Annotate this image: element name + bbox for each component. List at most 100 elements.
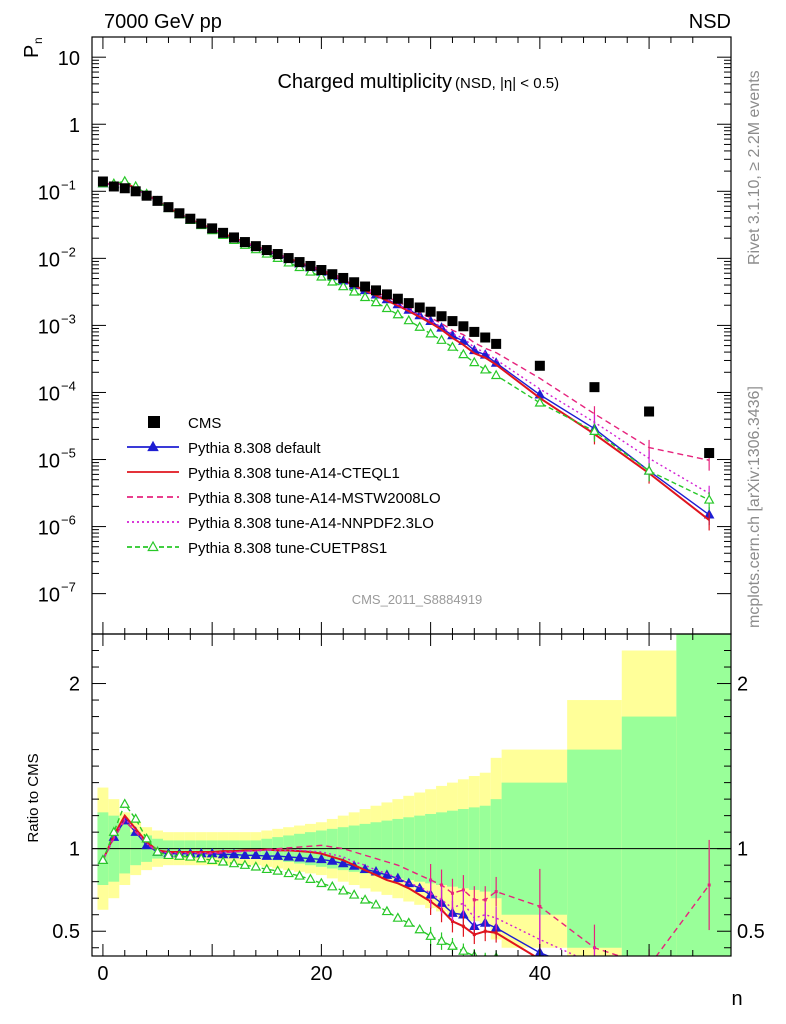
series-marker xyxy=(643,465,655,475)
data-point xyxy=(119,183,130,194)
data-point xyxy=(130,186,141,197)
ratio-marker xyxy=(590,970,599,978)
data-point xyxy=(392,293,403,304)
legend-label: Pythia 8.308 default xyxy=(188,440,321,457)
series-marker xyxy=(337,280,349,291)
ratio-marker xyxy=(250,861,262,871)
legend-label: Pythia 8.308 tune-A14-NNPDF2.3LO xyxy=(188,515,434,532)
data-point xyxy=(469,326,480,337)
data-point xyxy=(163,202,174,213)
energy-label: 7000 GeV pp xyxy=(104,11,222,33)
ratio-marker xyxy=(261,850,273,860)
ratio-marker xyxy=(381,869,393,879)
data-point xyxy=(196,218,207,229)
chart-title: Charged multiplicity xyxy=(277,71,452,93)
stat-band xyxy=(676,634,731,956)
chart-subtitle: (NSD, |η| < 0.5) xyxy=(455,75,559,92)
ratio-marker xyxy=(645,988,654,996)
y-tick-label: 10 xyxy=(38,451,60,473)
series-marker xyxy=(348,286,360,296)
y-tick-exponent: −3 xyxy=(61,311,76,326)
ratio-marker xyxy=(119,798,131,808)
legend-label: Pythia 8.308 tune-A14-MSTW2008LO xyxy=(188,490,441,507)
data-point xyxy=(283,253,294,264)
ratio-marker xyxy=(392,912,404,922)
ratio-point xyxy=(472,933,476,937)
series-marker xyxy=(381,302,393,313)
series-marker xyxy=(469,356,480,367)
y-tick-label: 10 xyxy=(38,585,60,607)
ratio-tick-label: 1 xyxy=(69,839,80,861)
ratio-marker xyxy=(403,917,415,927)
ratio-point xyxy=(450,919,454,923)
data-point xyxy=(447,316,458,327)
ratio-marker xyxy=(425,930,436,940)
ratio-marker xyxy=(174,850,185,860)
y-tick-exponent: −2 xyxy=(61,244,76,259)
series-marker xyxy=(359,291,371,302)
data-point xyxy=(327,269,338,280)
y-tick-label: 10 xyxy=(58,48,80,70)
data-point xyxy=(261,245,272,256)
ratio-line xyxy=(102,813,537,956)
data-point xyxy=(381,289,392,300)
data-point xyxy=(218,227,229,238)
data-point xyxy=(338,272,349,283)
ratio-marker xyxy=(458,945,469,955)
data-point xyxy=(349,277,360,288)
ratio-line xyxy=(102,817,578,956)
stat-band xyxy=(621,716,677,956)
legend-label: Pythia 8.308 tune-A14-CTEQL1 xyxy=(188,465,400,482)
ratio-marker xyxy=(327,880,338,891)
mcplots-reference-label: mcplots.cern.ch [arXiv:1306.3436] xyxy=(746,386,763,628)
ratio-marker xyxy=(239,849,251,860)
y-tick-label: 10 xyxy=(38,316,60,338)
ratio-marker xyxy=(337,857,349,868)
data-point xyxy=(97,176,108,187)
data-point xyxy=(458,321,469,332)
ratio-point xyxy=(494,931,498,935)
data-point xyxy=(185,213,196,224)
ratio-marker xyxy=(228,848,240,859)
ratio-marker xyxy=(348,889,360,899)
ratio-marker xyxy=(108,826,120,836)
y-tick-exponent: −5 xyxy=(61,446,76,461)
x-tick-label: 40 xyxy=(529,963,551,985)
legend-marker xyxy=(147,540,159,552)
ratio-marker xyxy=(283,867,294,878)
ratio-marker xyxy=(305,873,316,883)
data-point xyxy=(425,306,436,317)
ratio-marker xyxy=(261,863,273,874)
ratio-marker xyxy=(294,870,305,880)
legend: CMS Pythia 8.308 default Pythia 8.308 tune… xyxy=(127,415,441,557)
y-tick-label: 1 xyxy=(69,115,80,137)
ratio-point xyxy=(450,891,454,895)
series-marker xyxy=(458,348,469,359)
data-point xyxy=(403,298,414,309)
ratio-marker xyxy=(272,850,283,860)
ratio-marker xyxy=(195,852,207,863)
ratio-marker xyxy=(705,989,714,997)
ratio-marker xyxy=(381,905,393,916)
data-point xyxy=(414,302,425,313)
ratio-point xyxy=(538,904,542,908)
data-point xyxy=(108,181,119,192)
ratio-tick-label: 2 xyxy=(69,674,80,696)
series-marker xyxy=(327,276,338,286)
x-tick-label: 20 xyxy=(310,963,332,985)
series-marker xyxy=(425,327,436,338)
ratio-marker xyxy=(141,833,152,843)
x-axis-label: n xyxy=(731,988,742,1010)
y-tick-label: 10 xyxy=(38,182,60,204)
ratio-marker xyxy=(305,852,316,863)
ratio-panel xyxy=(92,634,731,997)
data-point xyxy=(644,406,655,417)
ratio-marker xyxy=(447,940,458,950)
ratio-marker xyxy=(436,935,447,945)
y-tick-label: 10 xyxy=(38,383,60,405)
ratio-marker xyxy=(316,853,327,864)
ratio-point xyxy=(707,883,711,887)
data-point xyxy=(305,260,316,271)
ratio-tick-label-right: 1 xyxy=(737,839,748,861)
